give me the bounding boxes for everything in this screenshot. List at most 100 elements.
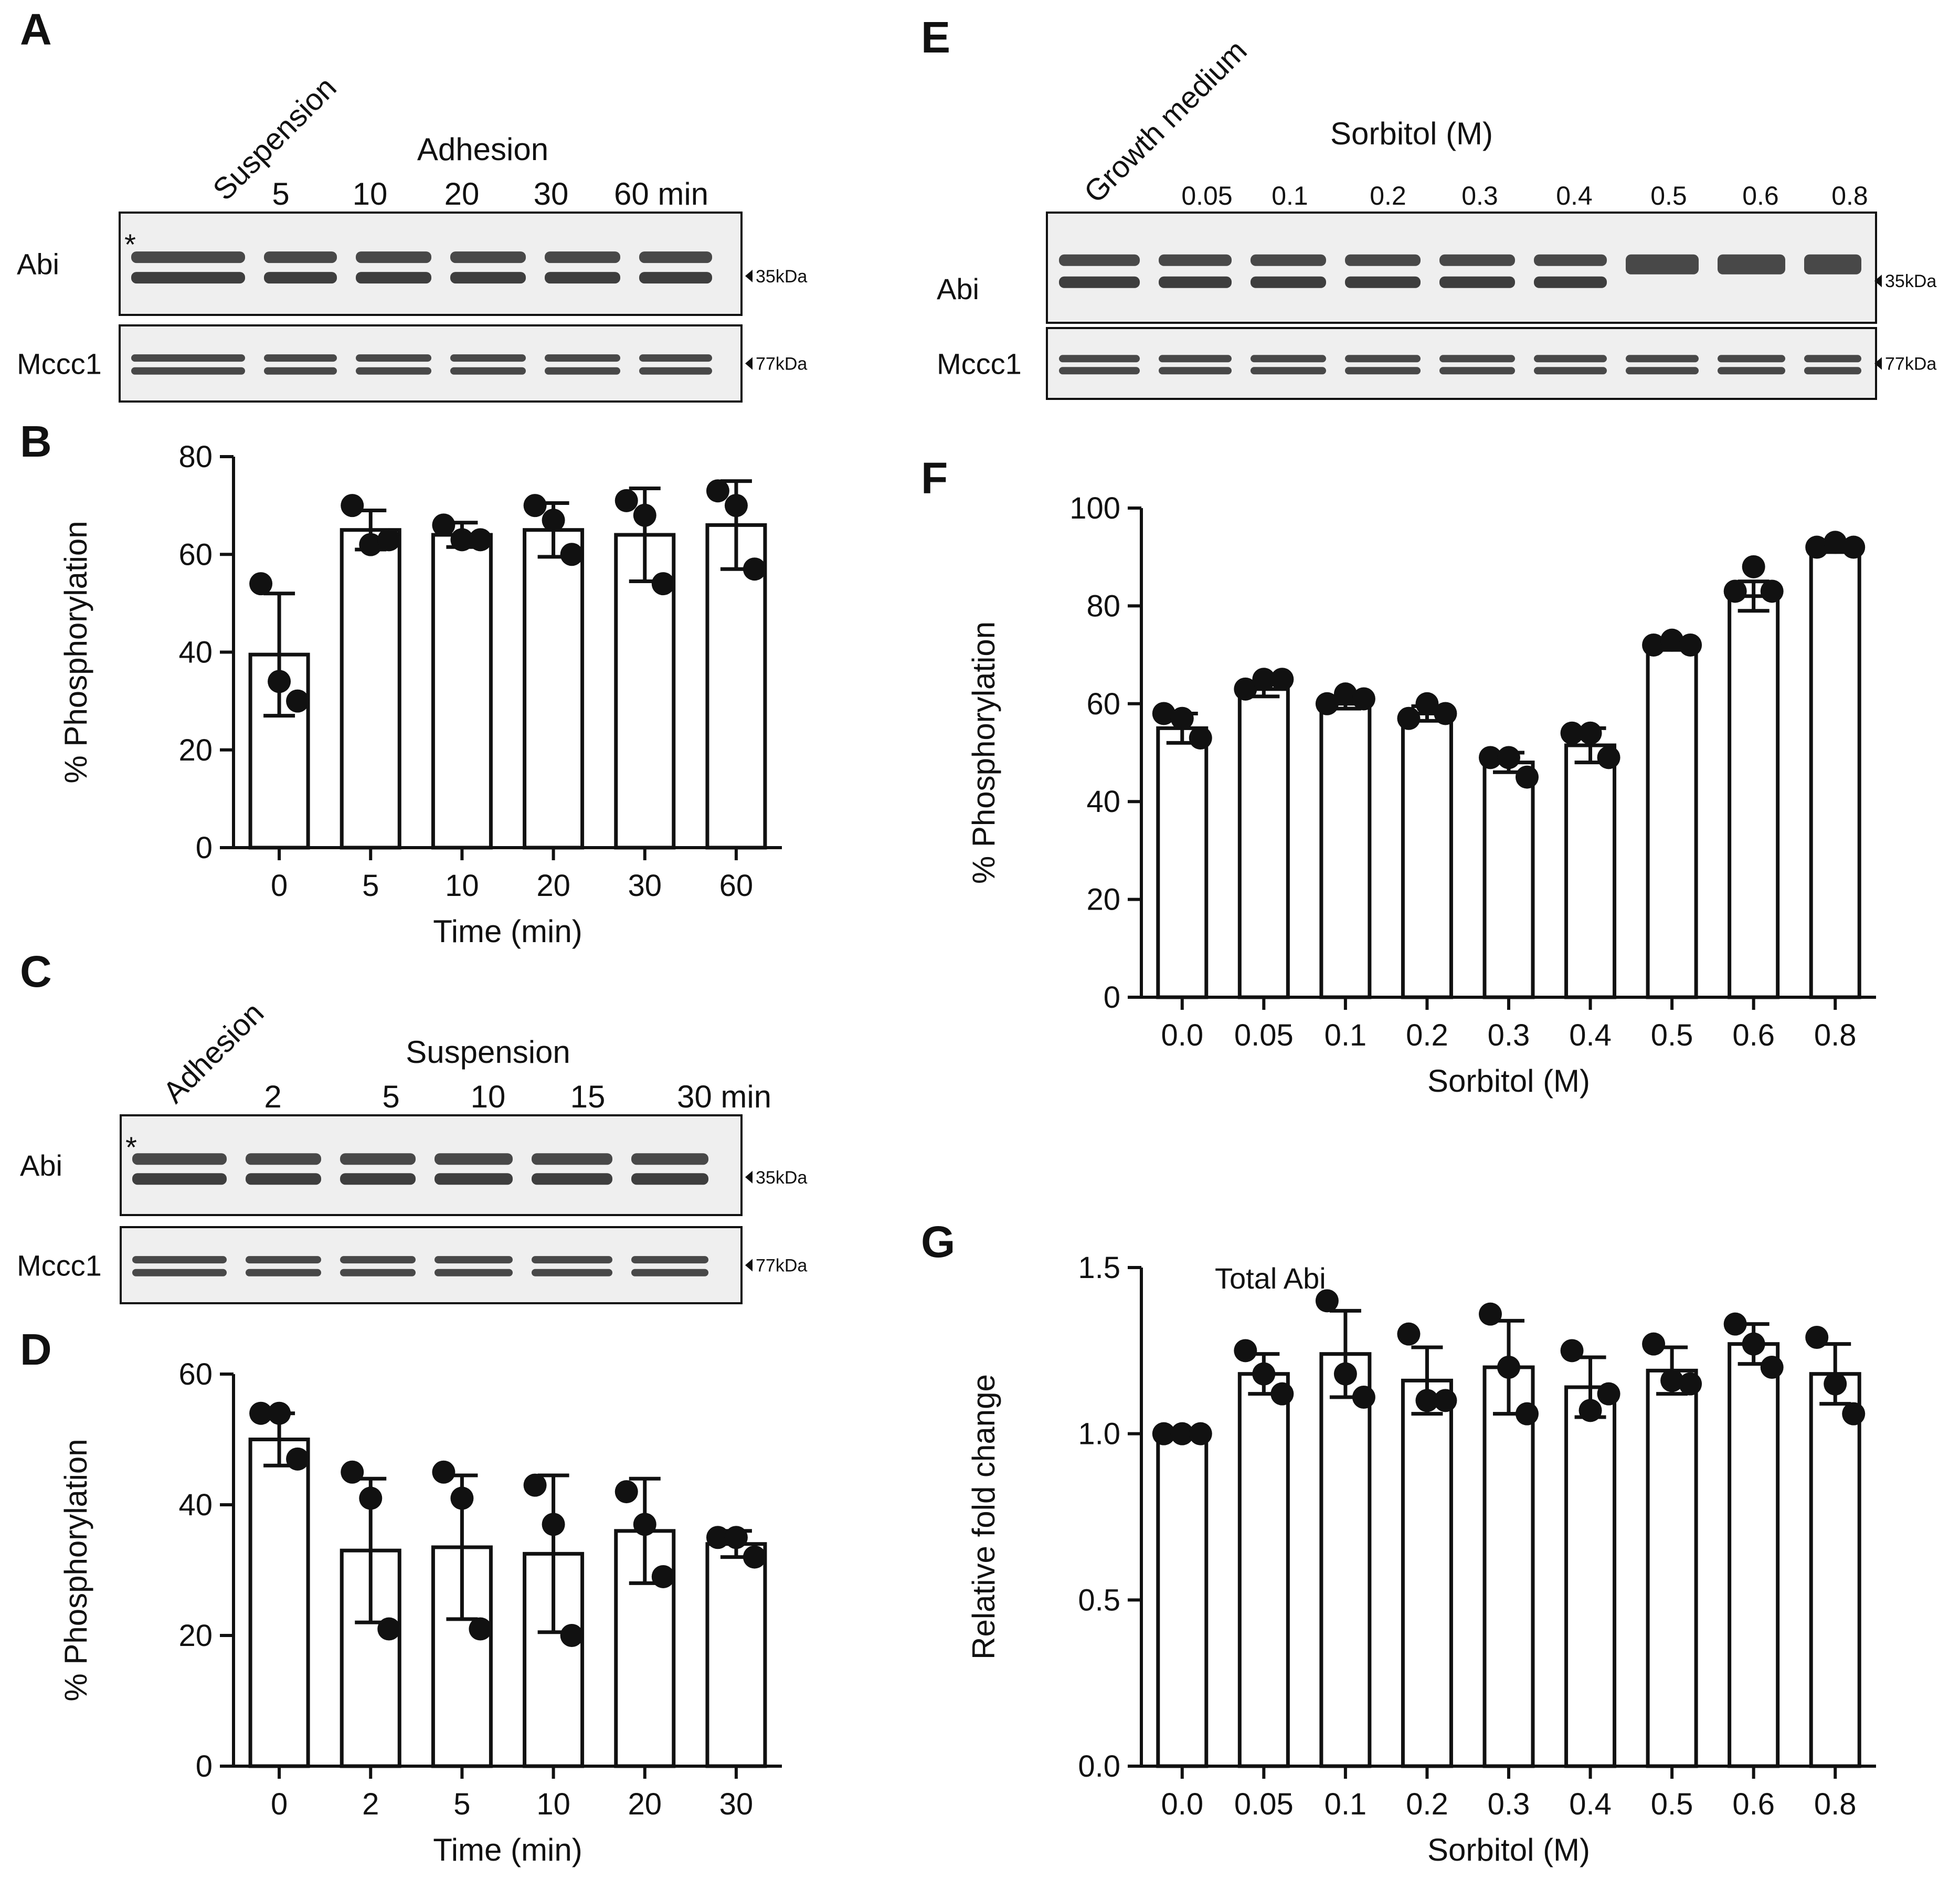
data-point xyxy=(615,489,638,512)
marker-arrow-icon xyxy=(745,269,753,282)
data-point xyxy=(1252,1362,1276,1386)
data-point xyxy=(377,1617,401,1641)
x-axis-label: Time (min) xyxy=(433,914,582,949)
blot-E-group-label: Sorbitol (M) xyxy=(1330,116,1493,151)
y-tick-label: 20 xyxy=(178,1619,213,1653)
blot-band-upper xyxy=(1345,355,1421,363)
data-point xyxy=(359,533,383,556)
blot-band-upper xyxy=(631,1153,708,1165)
bar-0.8 xyxy=(1809,545,1861,999)
bar-0.0 xyxy=(1156,1432,1209,1768)
blot-band-lower xyxy=(340,1173,416,1185)
blot-E-lane-label: 0.5 xyxy=(1650,181,1687,210)
data-point xyxy=(651,1565,675,1588)
blot-band-upper xyxy=(639,354,712,362)
data-point xyxy=(542,1513,565,1536)
y-tick-label: 0.0 xyxy=(1078,1749,1120,1783)
y-tick-label: 40 xyxy=(1086,785,1120,819)
blot-band-lower xyxy=(1159,367,1232,375)
chart-panel-D: 0 20 40 60 0 2 5 10 20 30 Time (min) % Phosphorylat… xyxy=(58,1357,782,1867)
bar-20 xyxy=(523,528,585,850)
x-tick-label: 0.3 xyxy=(1488,1787,1530,1821)
data-point xyxy=(523,494,547,518)
blot-band-upper xyxy=(545,251,620,263)
data-point xyxy=(633,1513,656,1536)
data-point xyxy=(1434,702,1457,725)
blot-C-lane-label: 2 xyxy=(264,1079,281,1114)
x-tick-label: 0.6 xyxy=(1732,1018,1775,1052)
chart-panel-B: 0 20 40 60 80 0 5 10 20 30 60 Time (min) % Phosphory… xyxy=(58,440,782,949)
data-point xyxy=(1560,721,1584,745)
blot-row-label-Mccc1: Mccc1 xyxy=(17,1249,102,1282)
data-point xyxy=(743,1545,766,1569)
blot-asterisk: * xyxy=(125,1131,137,1164)
data-point xyxy=(651,572,675,596)
blot-band-upper xyxy=(131,251,245,263)
bar-0.8 xyxy=(1809,1372,1861,1768)
data-point xyxy=(249,1401,273,1425)
data-point xyxy=(1270,1382,1294,1406)
data-point xyxy=(1415,692,1439,715)
bar-0.5 xyxy=(1646,1368,1698,1768)
data-point xyxy=(1560,1339,1584,1363)
panel-letter-F: F xyxy=(921,453,948,503)
blot-band-upper xyxy=(1159,254,1232,266)
x-tick-label: 5 xyxy=(362,869,379,903)
blot-band-upper xyxy=(1439,355,1515,363)
blot-band-upper xyxy=(450,251,526,263)
bar-0.4 xyxy=(1564,743,1617,999)
blot-band-upper xyxy=(131,354,245,362)
blot-band-upper xyxy=(1251,355,1326,363)
blot-marker-label: 35kDa xyxy=(756,1168,807,1188)
data-point xyxy=(1516,1402,1539,1426)
blot-band-upper xyxy=(435,1256,513,1264)
data-point xyxy=(1170,1422,1194,1445)
blot-band-lower xyxy=(1059,276,1140,288)
data-point xyxy=(1234,677,1257,701)
data-point xyxy=(1723,579,1747,603)
data-point xyxy=(450,528,474,552)
blot-A-lane-label: 5 xyxy=(272,176,289,212)
blot-band-upper xyxy=(1059,254,1140,266)
y-tick-label: 0 xyxy=(196,1749,213,1783)
x-axis-label: Sorbitol (M) xyxy=(1427,1063,1590,1099)
data-point xyxy=(1805,1326,1829,1349)
data-point xyxy=(1497,746,1520,769)
data-point xyxy=(1397,1322,1421,1346)
chart-panel-G: 0.0 0.5 1.0 1.5 0.0 0.05 0.1 0.2 0.3 0.4 0.5 0.6 0.8… xyxy=(966,1251,1876,1867)
data-point xyxy=(1842,1402,1866,1426)
bar-5 xyxy=(340,528,401,850)
bar-10 xyxy=(431,533,493,850)
blot-marker-label: 77kDa xyxy=(756,354,807,374)
data-point xyxy=(523,1473,547,1497)
blot-band-lower xyxy=(356,367,431,375)
y-tick-label: 40 xyxy=(178,636,213,670)
blot-E-lane-label: 0.6 xyxy=(1742,181,1779,210)
y-tick-label: 20 xyxy=(178,733,213,767)
data-point xyxy=(1189,726,1212,750)
data-point xyxy=(1333,682,1357,706)
data-point xyxy=(1252,668,1276,691)
blot-band-upper xyxy=(246,1153,321,1165)
blot-band-lower xyxy=(639,272,712,284)
data-point xyxy=(1479,746,1502,769)
blot-band-lower xyxy=(435,1269,513,1276)
blot-marker-label: 35kDa xyxy=(756,267,807,287)
data-point xyxy=(1760,1356,1784,1379)
bar-0.0 xyxy=(1156,726,1209,999)
blot-C-Mccc1-frame xyxy=(120,1226,743,1304)
y-tick-label: 80 xyxy=(178,440,213,474)
bar-0.6 xyxy=(1728,594,1780,999)
data-point xyxy=(1660,628,1684,652)
data-point xyxy=(633,503,656,527)
data-point xyxy=(268,1401,291,1425)
blot-band-lower xyxy=(435,1173,513,1185)
data-point xyxy=(1152,702,1175,725)
x-tick-label: 30 xyxy=(628,869,662,903)
blot-band-lower xyxy=(1345,367,1421,375)
y-tick-label: 1.0 xyxy=(1078,1417,1120,1451)
x-tick-label: 0 xyxy=(271,869,288,903)
y-tick-label: 0 xyxy=(1104,980,1120,1015)
